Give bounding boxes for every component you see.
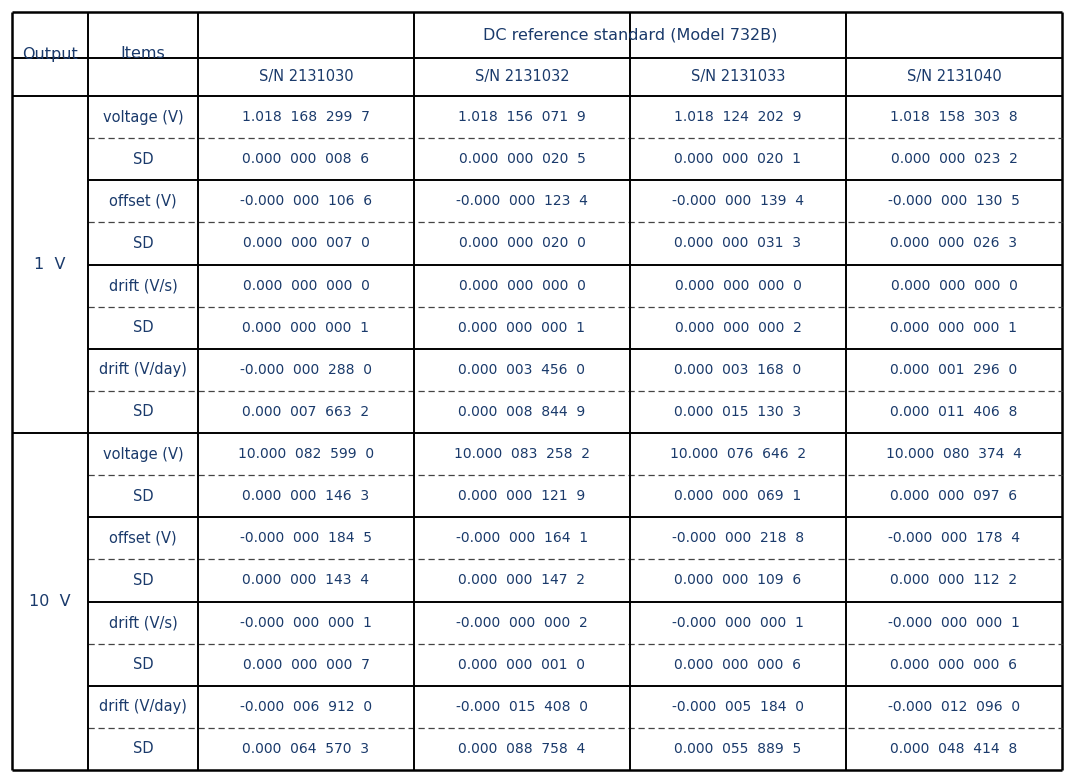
Text: -0.000  006  912  0: -0.000 006 912 0 <box>240 700 372 714</box>
Text: -0.000  000  130  5: -0.000 000 130 5 <box>888 194 1020 208</box>
Text: 0.000  007  663  2: 0.000 007 663 2 <box>243 405 369 419</box>
Text: S/N 2131032: S/N 2131032 <box>475 70 569 84</box>
Text: 0.000  001  296  0: 0.000 001 296 0 <box>890 363 1018 377</box>
Text: 10  V: 10 V <box>29 594 71 609</box>
Text: 0.000  000  121  9: 0.000 000 121 9 <box>459 490 585 503</box>
Text: offset (V): offset (V) <box>110 531 177 546</box>
Text: 0.000  048  414  8: 0.000 048 414 8 <box>890 742 1018 756</box>
Text: SD: SD <box>133 404 154 419</box>
Text: S/N 2131040: S/N 2131040 <box>906 70 1001 84</box>
Text: S/N 2131030: S/N 2131030 <box>259 70 353 84</box>
Text: -0.000  000  000  1: -0.000 000 000 1 <box>241 615 372 630</box>
Text: 0.000  003  456  0: 0.000 003 456 0 <box>459 363 585 377</box>
Text: SD: SD <box>133 657 154 673</box>
Text: S/N 2131033: S/N 2131033 <box>691 70 785 84</box>
Text: drift (V/s): drift (V/s) <box>108 278 177 293</box>
Text: SD: SD <box>133 152 154 167</box>
Text: offset (V): offset (V) <box>110 194 177 209</box>
Text: SD: SD <box>133 489 154 504</box>
Text: 0.000  000  020  0: 0.000 000 020 0 <box>459 236 585 250</box>
Text: 0.000  000  020  1: 0.000 000 020 1 <box>674 152 801 167</box>
Text: 1.018  124  202  9: 1.018 124 202 9 <box>674 110 802 124</box>
Text: -0.000  000  000  1: -0.000 000 000 1 <box>672 615 804 630</box>
Text: 0.000  064  570  3: 0.000 064 570 3 <box>243 742 369 756</box>
Text: -0.000  000  184  5: -0.000 000 184 5 <box>240 531 372 545</box>
Text: 0.000  000  001  0: 0.000 000 001 0 <box>459 658 585 672</box>
Text: 0.000  015  130  3: 0.000 015 130 3 <box>674 405 801 419</box>
Text: 0.000  000  000  0: 0.000 000 000 0 <box>243 278 369 292</box>
Text: 1.018  168  299  7: 1.018 168 299 7 <box>242 110 369 124</box>
Text: drift (V/day): drift (V/day) <box>99 699 187 714</box>
Text: 0.000  000  000  7: 0.000 000 000 7 <box>243 658 369 672</box>
Text: 0.000  000  000  6: 0.000 000 000 6 <box>674 658 801 672</box>
Text: -0.000  000  000  1: -0.000 000 000 1 <box>888 615 1020 630</box>
Text: voltage (V): voltage (V) <box>103 109 184 124</box>
Text: -0.000  000  288  0: -0.000 000 288 0 <box>240 363 372 377</box>
Text: 0.000  000  000  1: 0.000 000 000 1 <box>459 321 585 335</box>
Text: 0.000  000  000  1: 0.000 000 000 1 <box>890 321 1017 335</box>
Text: -0.000  000  178  4: -0.000 000 178 4 <box>888 531 1020 545</box>
Text: -0.000  000  106  6: -0.000 000 106 6 <box>240 194 372 208</box>
Text: SD: SD <box>133 741 154 756</box>
Text: 0.000  008  844  9: 0.000 008 844 9 <box>459 405 585 419</box>
Text: 0.000  000  023  2: 0.000 000 023 2 <box>890 152 1017 167</box>
Text: Output: Output <box>23 46 78 62</box>
Text: SD: SD <box>133 236 154 251</box>
Text: 0.000  000  000  0: 0.000 000 000 0 <box>890 278 1017 292</box>
Text: 10.000  083  258  2: 10.000 083 258 2 <box>454 447 590 461</box>
Text: -0.000  000  164  1: -0.000 000 164 1 <box>456 531 589 545</box>
Text: 0.000  011  406  8: 0.000 011 406 8 <box>890 405 1018 419</box>
Text: 0.000  000  000  0: 0.000 000 000 0 <box>459 278 585 292</box>
Text: 0.000  000  146  3: 0.000 000 146 3 <box>243 490 369 503</box>
Text: voltage (V): voltage (V) <box>103 447 184 461</box>
Text: 0.000  000  000  0: 0.000 000 000 0 <box>674 278 801 292</box>
Text: -0.000  015  408  0: -0.000 015 408 0 <box>456 700 587 714</box>
Text: 1.018  156  071  9: 1.018 156 071 9 <box>459 110 586 124</box>
Text: Items: Items <box>120 46 165 62</box>
Text: -0.000  000  123  4: -0.000 000 123 4 <box>456 194 587 208</box>
Text: 0.000  003  168  0: 0.000 003 168 0 <box>674 363 801 377</box>
Text: 10.000  082  599  0: 10.000 082 599 0 <box>238 447 374 461</box>
Text: 1  V: 1 V <box>34 257 66 272</box>
Text: 0.000  000  008  6: 0.000 000 008 6 <box>243 152 369 167</box>
Text: 0.000  000  147  2: 0.000 000 147 2 <box>459 573 585 587</box>
Text: drift (V/s): drift (V/s) <box>108 615 177 630</box>
Text: SD: SD <box>133 320 154 335</box>
Text: 0.000  000  026  3: 0.000 000 026 3 <box>890 236 1017 250</box>
Text: 0.000  000  000  2: 0.000 000 000 2 <box>674 321 801 335</box>
Text: 0.000  000  020  5: 0.000 000 020 5 <box>459 152 585 167</box>
Text: 10.000  076  646  2: 10.000 076 646 2 <box>670 447 807 461</box>
Text: 0.000  055  889  5: 0.000 055 889 5 <box>674 742 801 756</box>
Text: SD: SD <box>133 573 154 588</box>
Text: 0.000  000  031  3: 0.000 000 031 3 <box>674 236 801 250</box>
Text: DC reference standard (Model 732B): DC reference standard (Model 732B) <box>483 27 778 42</box>
Text: -0.000  000  218  8: -0.000 000 218 8 <box>672 531 804 545</box>
Text: 0.000  088  758  4: 0.000 088 758 4 <box>459 742 585 756</box>
Text: -0.000  000  139  4: -0.000 000 139 4 <box>672 194 804 208</box>
Text: 0.000  000  109  6: 0.000 000 109 6 <box>674 573 801 587</box>
Text: 10.000  080  374  4: 10.000 080 374 4 <box>886 447 1022 461</box>
Text: -0.000  000  000  2: -0.000 000 000 2 <box>456 615 587 630</box>
Text: 0.000  000  097  6: 0.000 000 097 6 <box>890 490 1017 503</box>
Text: 0.000  000  000  1: 0.000 000 000 1 <box>243 321 369 335</box>
Text: 0.000  000  143  4: 0.000 000 143 4 <box>243 573 369 587</box>
Text: 0.000  000  007  0: 0.000 000 007 0 <box>243 236 369 250</box>
Text: drift (V/day): drift (V/day) <box>99 362 187 377</box>
Text: 1.018  158  303  8: 1.018 158 303 8 <box>890 110 1018 124</box>
Text: 0.000  000  069  1: 0.000 000 069 1 <box>674 490 801 503</box>
Text: 0.000  000  000  6: 0.000 000 000 6 <box>890 658 1017 672</box>
Text: -0.000  012  096  0: -0.000 012 096 0 <box>888 700 1020 714</box>
Text: 0.000  000  112  2: 0.000 000 112 2 <box>890 573 1017 587</box>
Text: -0.000  005  184  0: -0.000 005 184 0 <box>672 700 804 714</box>
